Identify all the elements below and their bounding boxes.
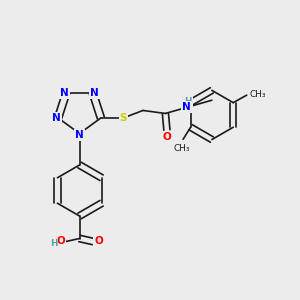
Text: N: N [75,130,84,140]
Text: N: N [60,88,69,98]
Text: CH₃: CH₃ [173,144,190,153]
Text: CH₃: CH₃ [249,90,266,99]
Text: N: N [90,88,99,98]
Text: S: S [120,113,127,123]
Text: N: N [182,103,191,112]
Text: H: H [50,239,57,248]
Text: H: H [184,97,192,106]
Text: O: O [56,236,65,247]
Text: O: O [163,132,171,142]
Text: N: N [52,113,61,123]
Text: O: O [94,236,103,247]
